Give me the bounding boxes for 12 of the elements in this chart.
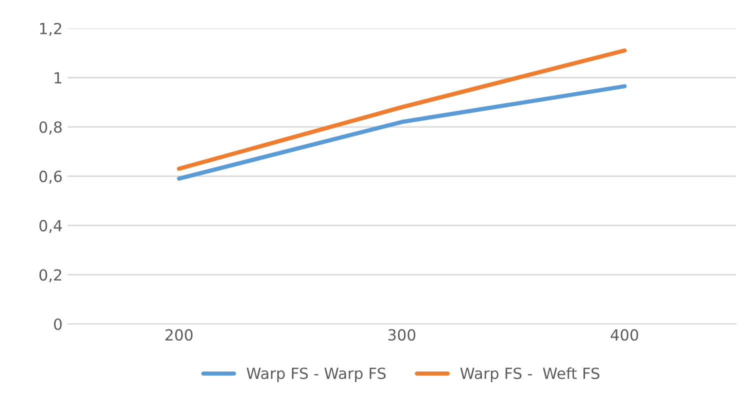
x-tick-label: 200: [166, 329, 193, 341]
y-tick-label: 0: [54, 318, 62, 330]
y-tick-label: 0,6: [39, 170, 62, 184]
y-tick-label: 1,2: [40, 22, 62, 36]
y-tick-label: 1: [54, 72, 62, 84]
legend-label: Warp FS - Weft FS: [460, 367, 600, 382]
y-tick-label: 0,8: [39, 121, 62, 134]
legend-label: Warp FS - Warp FS: [246, 368, 386, 382]
x-tick-label: 400: [610, 329, 638, 341]
y-tick-label: 0,2: [39, 269, 62, 282]
x-tick-label: 300: [388, 329, 416, 341]
y-tick-label: 0,4: [39, 220, 62, 234]
